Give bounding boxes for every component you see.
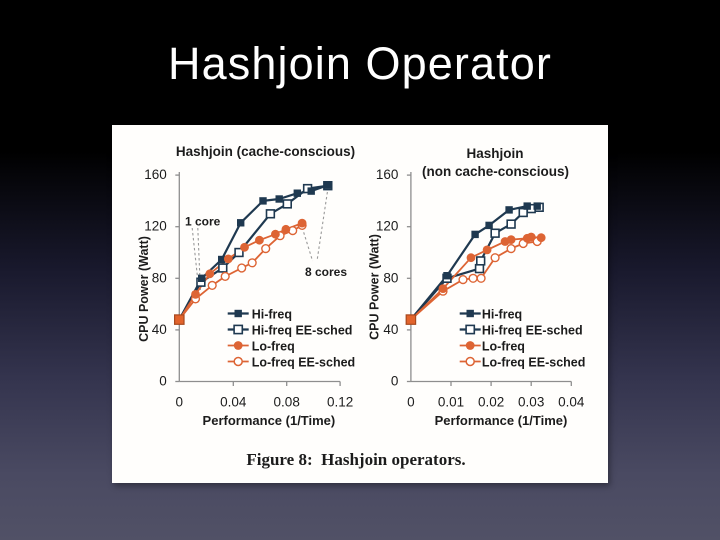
svg-text:160: 160	[144, 167, 167, 182]
svg-text:Hi-freq EE-sched: Hi-freq EE-sched	[482, 324, 583, 338]
svg-text:0.02: 0.02	[478, 395, 504, 410]
svg-text:80: 80	[383, 270, 398, 285]
svg-text:120: 120	[376, 219, 399, 234]
svg-text:0.03: 0.03	[518, 395, 544, 410]
svg-text:Performance (1/Time): Performance (1/Time)	[435, 413, 568, 428]
svg-text:80: 80	[152, 270, 167, 285]
svg-text:0.01: 0.01	[438, 395, 464, 410]
svg-text:CPU Power (Watt): CPU Power (Watt)	[368, 234, 382, 340]
svg-text:CPU Power (Watt): CPU Power (Watt)	[137, 236, 151, 342]
svg-text:40: 40	[152, 322, 167, 337]
svg-text:Performance (1/Time): Performance (1/Time)	[203, 413, 336, 428]
svg-text:Lo-freq EE-sched: Lo-freq EE-sched	[482, 356, 586, 370]
svg-text:Figure 8: Hashjoin operators.: Figure 8: Hashjoin operators.	[246, 450, 465, 469]
svg-text:40: 40	[383, 322, 398, 337]
svg-text:0.08: 0.08	[274, 395, 300, 410]
svg-text:0.04: 0.04	[558, 395, 585, 410]
svg-text:Hashjoin: Hashjoin	[466, 146, 523, 161]
svg-text:Lo-freq: Lo-freq	[252, 340, 295, 354]
svg-text:0.04: 0.04	[220, 395, 247, 410]
svg-text:Hi-freq: Hi-freq	[252, 308, 292, 322]
svg-text:Hashjoin (cache-conscious): Hashjoin (cache-conscious)	[176, 144, 355, 159]
svg-text:1 core: 1 core	[185, 215, 221, 229]
svg-text:0: 0	[176, 395, 184, 410]
svg-text:160: 160	[376, 167, 399, 182]
svg-text:0: 0	[407, 395, 415, 410]
svg-text:0: 0	[159, 374, 167, 389]
svg-text:Hi-freq EE-sched: Hi-freq EE-sched	[252, 324, 353, 338]
svg-text:Hi-freq: Hi-freq	[482, 308, 522, 322]
svg-text:0: 0	[391, 374, 399, 389]
svg-text:Lo-freq: Lo-freq	[482, 340, 525, 354]
svg-text:(non cache-conscious): (non cache-conscious)	[422, 164, 569, 179]
svg-text:8 cores: 8 cores	[305, 265, 347, 279]
svg-text:0.12: 0.12	[327, 395, 353, 410]
svg-text:Lo-freq EE-sched: Lo-freq EE-sched	[252, 356, 356, 370]
svg-text:120: 120	[144, 219, 167, 234]
